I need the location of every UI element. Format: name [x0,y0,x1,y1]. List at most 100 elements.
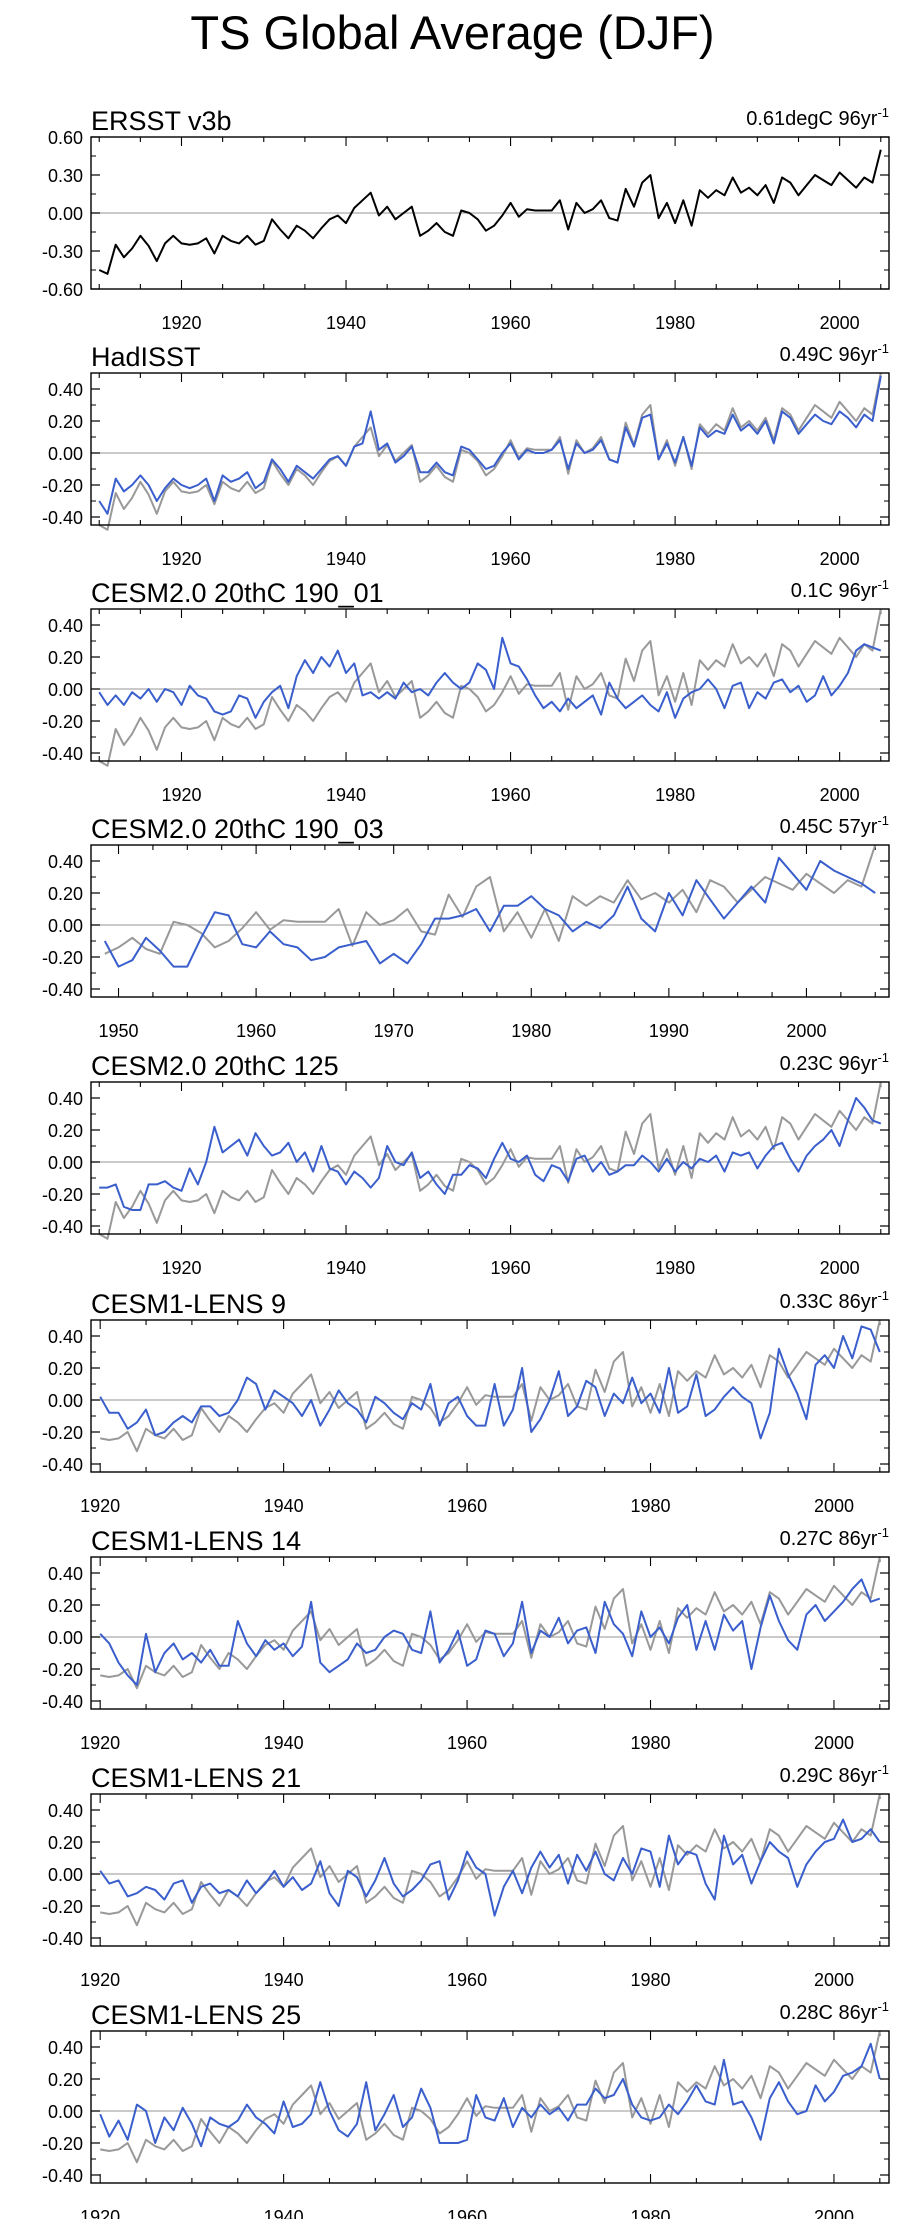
plot-frame [90,608,890,762]
x-tick-label: 2000 [820,785,860,805]
panel-6: CESM1-LENS 9 0.33C 86yr-1 -0.40 -0.20 0.00 0.… [42,1288,890,1516]
x-tick-label: 2000 [820,549,860,569]
x-tick-label: 1960 [491,313,531,333]
x-tick-label: 1970 [374,1021,414,1041]
x-tick-label: 1940 [326,313,366,333]
y-tick-label: 0.40 [48,852,83,872]
panel-7: CESM1-LENS 14 0.27C 86yr-1 -0.40 -0.20 0.00 0… [42,1525,890,1753]
x-tick-label: 1980 [511,1021,551,1041]
y-tick-label: 0.20 [48,884,83,904]
y-tick-label: 0.40 [48,1327,83,1347]
model-series-line [99,1325,881,1440]
x-tick-label: 1940 [264,1496,304,1516]
x-tick-label: 1920 [80,1496,120,1516]
x-tick-label: 2000 [814,1733,854,1753]
x-tick-label: 1920 [161,549,201,569]
x-tick-label: 1960 [447,1733,487,1753]
x-tick-label: 2000 [786,1021,826,1041]
y-tick-label: 0.20 [48,1596,83,1616]
y-tick-label: 0.20 [48,1359,83,1379]
x-tick-label: 2000 [814,1970,854,1990]
x-tick-label: 1960 [491,1258,531,1278]
x-tick-label: 1950 [98,1021,138,1041]
plot-frame [90,2030,890,2184]
trend-annotation: 0.49C 96yr-1 [780,341,889,366]
panel-8: CESM1-LENS 21 0.29C 86yr-1 -0.40 -0.20 0.00 0… [42,1762,890,1990]
x-tick-label: 2000 [814,2207,854,2219]
trend-annotation: 0.23C 96yr-1 [780,1050,889,1075]
panel-2: HadISST 0.49C 96yr-1 -0.40 -0.20 0.00 0.20 0.4… [42,341,890,569]
trend-annotation: 0.61degC 96yr-1 [746,105,889,130]
panel-title: HadISST [91,342,201,372]
panel-title: CESM1-LENS 25 [91,2000,301,2030]
y-tick-label: 0.20 [48,1833,83,1853]
x-tick-label: 1960 [447,1496,487,1516]
x-tick-label: 1980 [630,1970,670,1990]
y-tick-label: -0.20 [42,948,83,968]
reference-series-line [98,608,882,767]
x-tick-label: 1980 [655,313,695,333]
trend-annotation: 0.45C 57yr-1 [780,813,889,838]
y-tick-label: 0.00 [48,1865,83,1885]
x-tick-label: 1960 [491,785,531,805]
reference-series-line [98,1081,882,1240]
trend-annotation: 0.28C 86yr-1 [780,1999,889,2024]
y-tick-label: -0.40 [42,1455,83,1475]
x-tick-label: 1960 [491,549,531,569]
x-tick-label: 1980 [630,2207,670,2219]
y-tick-label: -0.20 [42,1660,83,1680]
reference-series-line [100,1793,881,1927]
plot-frame [90,1081,890,1235]
panel-title: ERSST v3b [91,106,232,136]
trend-annotation: 0.29C 86yr-1 [780,1762,889,1787]
reference-series-line [100,2030,881,2164]
reference-series-line [100,1319,881,1453]
y-tick-label: 0.20 [48,648,83,668]
y-tick-label: 0.00 [48,444,83,464]
y-tick-label: 0.00 [48,2102,83,2122]
panel-title: CESM1-LENS 14 [91,1526,301,1556]
x-tick-label: 1980 [655,549,695,569]
x-tick-label: 1920 [80,2207,120,2219]
plot-frame [90,136,890,290]
model-series-line [99,1578,881,1686]
x-tick-label: 1980 [655,1258,695,1278]
model-series-line [99,2042,881,2148]
x-tick-label: 1920 [161,785,201,805]
model-series-line [98,376,882,515]
plot-frame [90,1793,890,1947]
panel-title: CESM2.0 20thC 190_03 [91,814,384,844]
y-tick-label: 0.40 [48,1801,83,1821]
panel-3: CESM2.0 20thC 190_01 0.1C 96yr-1 -0.40 -0.2… [42,577,890,805]
y-tick-label: -0.40 [42,1929,83,1949]
x-tick-label: 1920 [80,1970,120,1990]
trend-annotation: 0.27C 86yr-1 [780,1525,889,1550]
model-series-line [103,856,876,968]
y-tick-label: 0.30 [48,166,83,186]
y-tick-label: -0.20 [42,1185,83,1205]
y-tick-label: 0.60 [48,128,83,148]
x-tick-label: 1920 [161,313,201,333]
y-tick-label: -0.40 [42,1692,83,1712]
x-tick-label: 1920 [80,1733,120,1753]
reference-series-line [104,844,877,955]
panel-4: CESM2.0 20thC 190_03 0.45C 57yr-1 -0.40 -0.… [42,813,890,1041]
panel-9: CESM1-LENS 25 0.28C 86yr-1 -0.40 -0.20 0.00 0… [42,1999,890,2219]
trend-annotation: 0.1C 96yr-1 [791,577,889,602]
y-tick-label: 0.00 [48,1628,83,1648]
reference-series-line [98,372,882,531]
x-tick-label: 1980 [630,1496,670,1516]
model-series-line [99,1818,881,1917]
y-tick-label: 0.00 [48,1153,83,1173]
y-tick-label: 0.40 [48,2038,83,2058]
x-tick-label: 1960 [236,1021,276,1041]
panel-1: ERSST v3b 0.61degC 96yr-1 -0.60 -0.30 0.00 0.… [42,105,890,333]
panel-5: CESM2.0 20thC 125 0.23C 96yr-1 -0.40 -0.20 0… [42,1050,890,1278]
y-tick-label: -0.30 [42,242,83,262]
x-tick-label: 1940 [264,1733,304,1753]
y-tick-label: -0.40 [42,1217,83,1237]
y-tick-label: 0.00 [48,1391,83,1411]
y-tick-label: 0.20 [48,2070,83,2090]
panel-title: CESM2.0 20thC 125 [91,1051,339,1081]
